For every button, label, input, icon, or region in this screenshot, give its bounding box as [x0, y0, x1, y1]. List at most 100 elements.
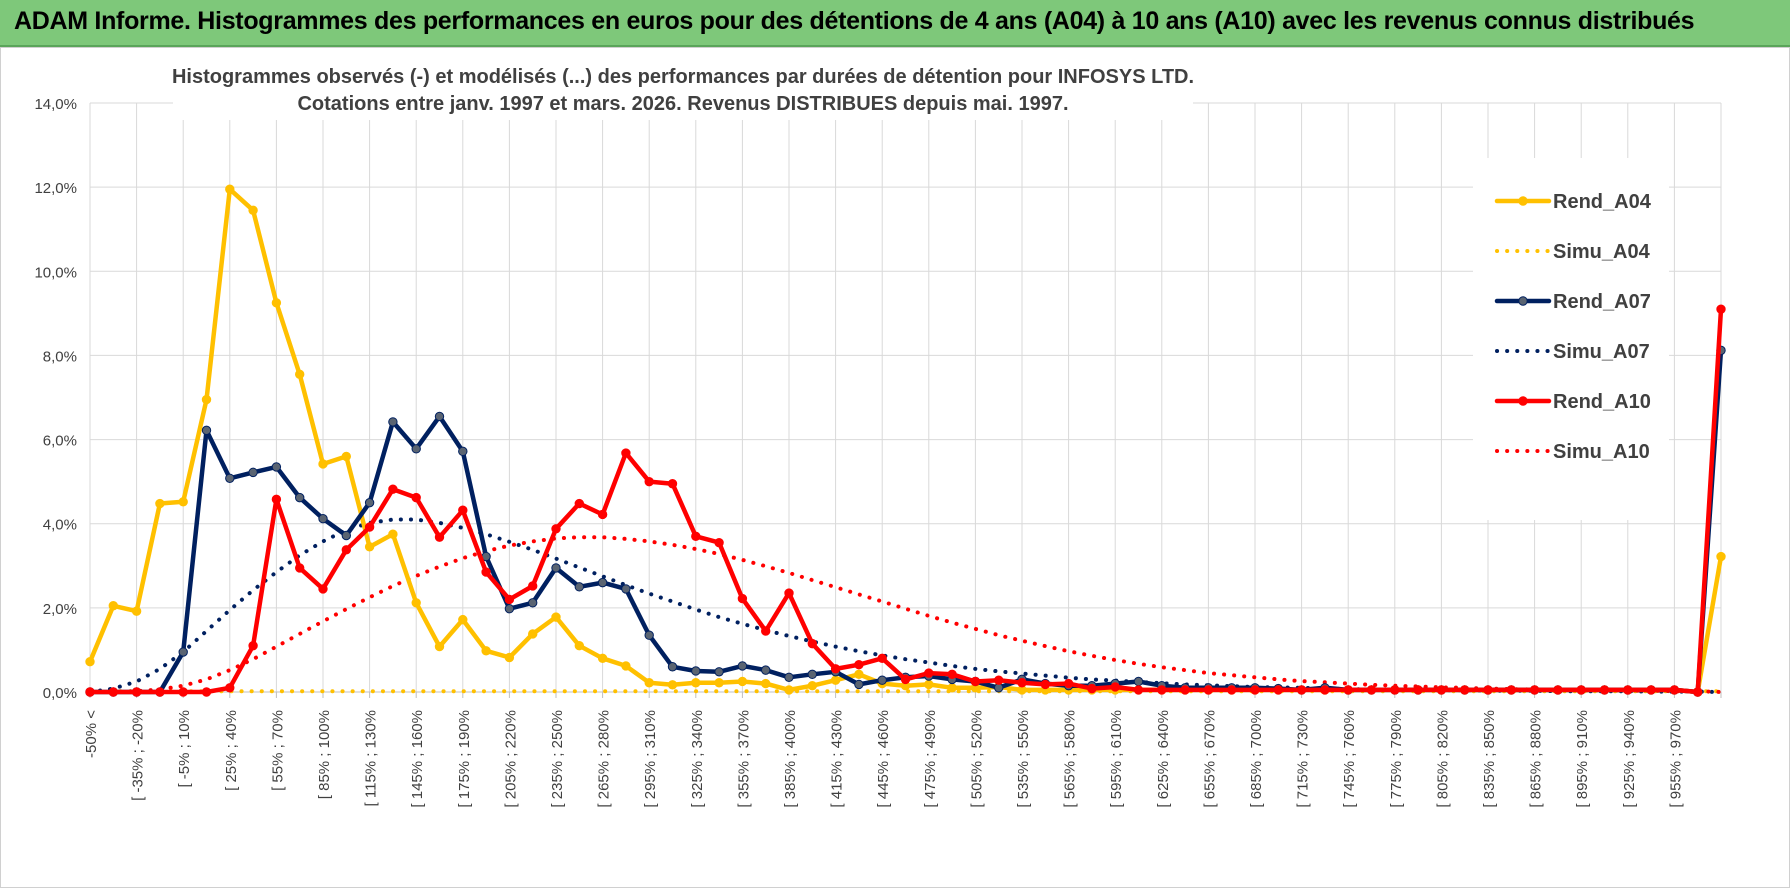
- point-rend_a10: [318, 584, 328, 594]
- chart-subtitle: Cotations entre janv. 1997 et mars. 2026…: [297, 93, 1068, 115]
- point-rend_a10: [1599, 685, 1610, 695]
- point-rend_a10: [388, 484, 398, 494]
- point-rend_a07: [411, 444, 421, 454]
- point-rend_a10: [1157, 685, 1167, 695]
- series-layer: [85, 184, 1726, 697]
- legend-label: Simu_A04: [1553, 241, 1651, 263]
- point-rend_a10: [1180, 685, 1190, 695]
- header-banner: ADAM Informe. Histogrammes des performan…: [0, 0, 1790, 47]
- point-rend_a10: [970, 676, 981, 687]
- x-tick-label: [ 505% ; 520%: [968, 710, 985, 808]
- point-rend_a10: [85, 687, 95, 697]
- x-tick-label: [ 55% ; 70%: [269, 710, 286, 791]
- x-tick-label: [ -35% ; -20%: [130, 710, 147, 801]
- x-tick-label: [ 535% ; 550%: [1015, 710, 1032, 808]
- point-rend_a07: [574, 582, 584, 592]
- point-rend_a04: [504, 652, 515, 663]
- point-rend_a10: [597, 509, 608, 520]
- point-rend_a07: [854, 679, 864, 690]
- x-tick-label: [ 25% ; 40%: [223, 710, 240, 791]
- point-rend_a04: [830, 675, 841, 685]
- x-tick-label: [ 355% ; 370%: [735, 710, 752, 808]
- point-rend_a04: [155, 498, 165, 509]
- point-rend_a10: [1133, 685, 1144, 695]
- x-tick-label: [ 295% ; 310%: [642, 710, 659, 808]
- point-rend_a07: [784, 672, 794, 682]
- point-rend_a04: [108, 601, 119, 611]
- point-rend_a07: [364, 497, 375, 508]
- point-rend_a07: [318, 513, 328, 524]
- point-rend_a10: [481, 567, 491, 577]
- x-tick-label: [ 895% ; 910%: [1574, 710, 1591, 808]
- point-rend_a04: [85, 657, 95, 667]
- chart-title: Histogrammes observés (-) et modélisés (…: [172, 66, 1194, 88]
- point-rend_a10: [411, 492, 421, 503]
- point-rend_a10: [178, 687, 188, 697]
- point-rend_a07: [201, 425, 212, 436]
- x-tick-label: [ 595% ; 610%: [1108, 710, 1125, 808]
- point-rend_a04: [574, 641, 584, 651]
- point-rend_a04: [854, 669, 864, 680]
- point-rend_a10: [761, 626, 771, 636]
- chart-title-block: Histogrammes observés (-) et modélisés (…: [172, 58, 1194, 120]
- point-rend_a10: [854, 659, 864, 670]
- y-tick-label: 2,0%: [43, 601, 77, 618]
- x-tick-label: [ 745% ; 760%: [1341, 710, 1358, 808]
- point-rend_a10: [830, 664, 841, 674]
- point-rend_a10: [504, 594, 515, 605]
- y-tick-label: 8,0%: [43, 348, 77, 365]
- point-rend_a10: [1413, 685, 1423, 695]
- point-rend_a10: [1693, 687, 1703, 697]
- point-rend_a04: [551, 612, 561, 622]
- point-rend_a10: [364, 522, 375, 532]
- point-rend_a04: [924, 679, 934, 690]
- x-axis: -50% < [ -35% ; -20% [ -5% ; 10% [ 25% ; 40…: [83, 691, 1722, 808]
- point-rend_a10: [248, 641, 258, 651]
- x-tick-label: [ 775% ; 790%: [1388, 710, 1405, 808]
- point-rend_a04: [178, 497, 188, 507]
- point-rend_a10: [1483, 685, 1493, 695]
- point-rend_a04: [481, 646, 491, 656]
- x-tick-label: [ 925% ; 940%: [1621, 710, 1638, 808]
- x-tick-label: [ 625% ; 640%: [1155, 710, 1172, 808]
- x-tick-label: -50% <: [83, 710, 100, 758]
- point-rend_a04: [597, 653, 608, 664]
- point-rend_a04: [434, 641, 445, 652]
- chart-frame: 0,0% 2,0% 4,0% 6,0% 8,0% 10,0% 12,0% 14,0% -50%…: [0, 47, 1790, 888]
- x-tick-label: [ 805% ; 820%: [1434, 710, 1451, 808]
- point-rend_a07: [691, 666, 701, 676]
- y-tick-label: 12,0%: [34, 180, 77, 197]
- point-rend_a10: [1529, 685, 1540, 695]
- legend-label: Simu_A10: [1553, 441, 1650, 463]
- point-rend_a07: [271, 462, 282, 472]
- point-rend_a10: [714, 537, 724, 548]
- point-rend_a10: [924, 668, 934, 678]
- point-rend_a04: [621, 661, 631, 671]
- point-rend_a10: [1017, 678, 1027, 688]
- point-rend_a07: [504, 603, 515, 614]
- point-rend_a10: [900, 674, 911, 685]
- point-rend_a10: [1390, 685, 1400, 695]
- point-rend_a10: [528, 581, 538, 591]
- point-rend_a10: [295, 563, 305, 573]
- x-tick-label: [ 865% ; 880%: [1528, 710, 1545, 808]
- point-rend_a04: [807, 680, 817, 691]
- point-rend_a10: [807, 638, 817, 649]
- point-rend_a10: [1366, 685, 1377, 695]
- point-rend_a04: [201, 394, 212, 405]
- point-rend_a10: [574, 498, 584, 509]
- page-title: ADAM Informe. Histogrammes des performan…: [14, 7, 1695, 35]
- point-rend_a04: [714, 678, 724, 688]
- point-rend_a04: [271, 298, 282, 308]
- y-tick-label: 4,0%: [43, 517, 77, 534]
- x-tick-label: [ 445% ; 460%: [875, 710, 892, 808]
- point-rend_a04: [644, 678, 654, 688]
- point-rend_a04: [411, 598, 421, 608]
- x-tick-label: [ 115% ; 130%: [363, 710, 380, 806]
- point-rend_a04: [248, 205, 258, 215]
- legend-background: [1473, 158, 1669, 520]
- point-rend_a10: [1203, 685, 1214, 695]
- point-rend_a10: [108, 687, 119, 697]
- legend-label: Rend_A10: [1553, 391, 1651, 413]
- point-rend_a10: [1040, 679, 1051, 690]
